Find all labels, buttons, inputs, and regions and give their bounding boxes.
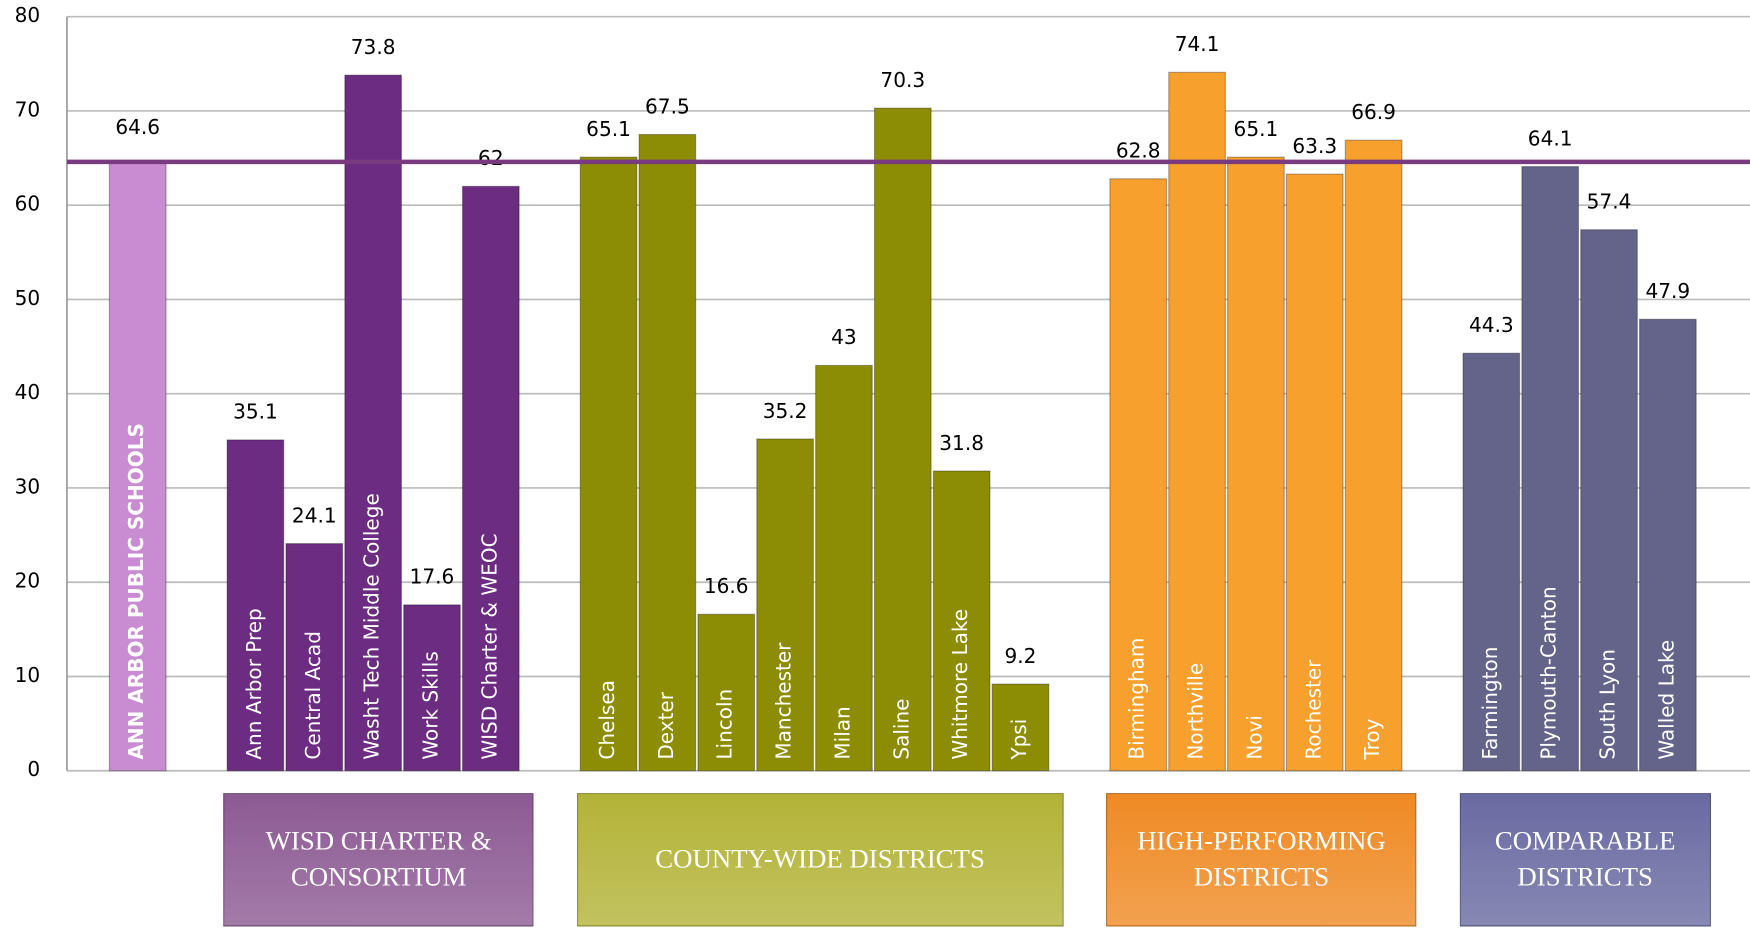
value-label: 62 bbox=[478, 146, 504, 170]
value-label: 43 bbox=[831, 325, 857, 349]
category-label: Dexter bbox=[654, 691, 678, 759]
bar bbox=[226, 439, 285, 772]
category-label: Chelsea bbox=[595, 680, 619, 760]
bar bbox=[815, 364, 873, 772]
bar bbox=[1521, 165, 1580, 772]
bar bbox=[403, 604, 461, 772]
category-label: Ypsi bbox=[1007, 719, 1031, 761]
bar bbox=[1168, 71, 1226, 772]
y-tick-label: 10 bbox=[15, 663, 41, 687]
y-tick-label: 0 bbox=[27, 757, 40, 781]
value-label: 16.6 bbox=[704, 574, 749, 598]
category-label: WISD Charter & WEOC bbox=[477, 533, 501, 759]
category-label: Ann Arbor Prep bbox=[242, 608, 266, 759]
category-label: Rochester bbox=[1301, 659, 1325, 760]
bar bbox=[344, 74, 402, 772]
group-label: COUNTY-WIDE DISTRICTS bbox=[576, 792, 1064, 927]
value-label: 64.6 bbox=[115, 115, 160, 139]
group-label: HIGH-PERFORMING DISTRICTS bbox=[1106, 792, 1417, 927]
bar bbox=[285, 543, 344, 772]
bar bbox=[1462, 352, 1521, 772]
bar bbox=[1227, 156, 1285, 772]
group-label: WISD CHARTER & CONSORTIUM bbox=[223, 792, 534, 927]
category-label: Novi bbox=[1242, 715, 1266, 760]
value-label: 63.3 bbox=[1292, 134, 1337, 158]
category-label: Northville bbox=[1184, 663, 1208, 760]
value-label: 44.3 bbox=[1469, 313, 1514, 337]
value-label: 31.8 bbox=[939, 431, 984, 455]
y-tick-label: 20 bbox=[15, 569, 41, 593]
value-label: 57.4 bbox=[1587, 190, 1632, 214]
category-label: Central Acad bbox=[301, 631, 325, 760]
group-label: COMPARABLE DISTRICTS bbox=[1459, 792, 1711, 927]
category-label: Plymouth-Canton bbox=[1537, 586, 1561, 759]
bar bbox=[638, 133, 697, 772]
bar bbox=[1344, 139, 1403, 772]
category-label: South Lyon bbox=[1595, 649, 1619, 760]
category-label: Walled Lake bbox=[1654, 640, 1678, 760]
category-label: Lincoln bbox=[713, 689, 737, 760]
bar bbox=[1285, 173, 1344, 772]
y-tick-label: 40 bbox=[15, 380, 41, 404]
value-label: 65.1 bbox=[1234, 117, 1279, 141]
category-label: Saline bbox=[889, 699, 913, 760]
category-label: Whitmore Lake bbox=[948, 609, 972, 760]
value-label: 64.1 bbox=[1528, 126, 1573, 150]
category-label: Milan bbox=[830, 706, 854, 759]
bar bbox=[991, 683, 1050, 772]
category-label: Washt Tech Middle College bbox=[360, 493, 384, 759]
bar bbox=[1639, 318, 1697, 772]
bar bbox=[579, 156, 638, 772]
value-label: 47.9 bbox=[1646, 279, 1691, 303]
value-label: 66.9 bbox=[1351, 100, 1396, 124]
y-tick-label: 80 bbox=[15, 3, 41, 27]
bar bbox=[932, 470, 991, 772]
category-label: Troy bbox=[1360, 718, 1384, 760]
category-label: ANN ARBOR PUBLIC SCHOOLS bbox=[124, 423, 148, 760]
y-tick-label: 50 bbox=[15, 286, 41, 310]
value-label: 9.2 bbox=[1005, 644, 1037, 668]
value-label: 17.6 bbox=[410, 565, 455, 589]
value-label: 74.1 bbox=[1175, 32, 1220, 56]
y-tick-label: 60 bbox=[15, 192, 41, 216]
y-tick-label: 70 bbox=[15, 97, 41, 121]
category-label: Manchester bbox=[772, 642, 796, 760]
y-tick-label: 30 bbox=[15, 475, 41, 499]
value-label: 35.2 bbox=[763, 399, 808, 423]
value-label: 73.8 bbox=[351, 35, 396, 59]
bar bbox=[461, 185, 520, 772]
value-label: 35.1 bbox=[233, 400, 278, 424]
value-label: 62.8 bbox=[1116, 139, 1161, 163]
category-label: Farmington bbox=[1478, 647, 1502, 760]
bar bbox=[756, 438, 814, 772]
value-label: 65.1 bbox=[586, 117, 631, 141]
value-label: 67.5 bbox=[645, 94, 690, 118]
bar bbox=[1580, 229, 1638, 772]
value-label: 24.1 bbox=[292, 503, 337, 527]
category-label: Birmingham bbox=[1125, 638, 1149, 760]
bar bbox=[873, 107, 932, 772]
bar bbox=[1109, 178, 1168, 772]
bar bbox=[697, 613, 756, 772]
category-label: Work Skills bbox=[418, 651, 442, 759]
value-label: 70.3 bbox=[880, 68, 925, 92]
